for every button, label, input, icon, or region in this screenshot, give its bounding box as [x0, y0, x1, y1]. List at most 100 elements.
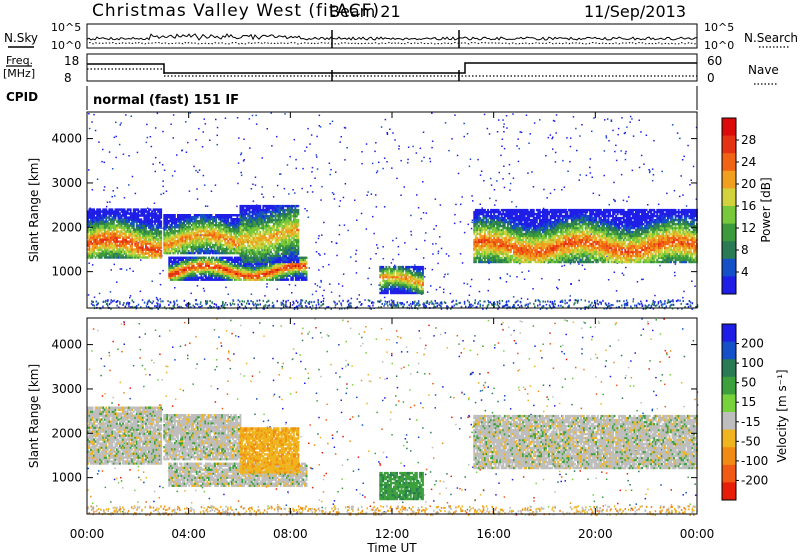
- ground-cell: [340, 302, 342, 305]
- scatter-cell: [160, 193, 162, 196]
- echo-cell: [149, 250, 152, 253]
- echo-cell: [201, 239, 204, 243]
- echo-cell: [117, 240, 120, 243]
- scatter-cell: [487, 289, 489, 292]
- echo-cell: [137, 256, 140, 259]
- scatter-cell: [638, 119, 640, 121]
- echo-cell: [132, 252, 135, 255]
- echo-cell: [94, 238, 97, 241]
- ground-cell: [231, 302, 234, 305]
- ground-cell: [218, 305, 220, 308]
- ground-cell: [506, 304, 509, 307]
- echo-cell: [196, 233, 199, 237]
- echo-cell: [204, 232, 207, 235]
- echo-cell: [145, 226, 147, 229]
- echo-cell: [170, 228, 173, 231]
- echo-cell: [177, 251, 179, 255]
- echo-cell: [141, 222, 144, 225]
- ground-cell: [295, 299, 298, 302]
- echo-cell: [146, 214, 149, 217]
- scatter-cell: [614, 200, 616, 203]
- echo-cell: [221, 251, 224, 255]
- echo-cell: [152, 212, 155, 215]
- echo-cell: [178, 216, 181, 219]
- echo-cell: [212, 230, 214, 233]
- echo-cell: [135, 208, 138, 211]
- echo-cell: [166, 222, 169, 225]
- echo-cell: [216, 245, 219, 249]
- echo-cell: [134, 242, 137, 245]
- scatter-cell: [122, 153, 125, 155]
- ground-cell: [205, 303, 207, 306]
- echo-cell: [192, 251, 195, 255]
- scatter-cell: [287, 299, 289, 302]
- echo-cell: [192, 241, 195, 245]
- echo-cell: [126, 246, 129, 249]
- scatter-cell: [343, 224, 346, 226]
- echo-cell: [190, 233, 193, 237]
- ground-cell: [334, 304, 337, 307]
- ground-cell: [243, 300, 245, 303]
- scatter-cell: [106, 201, 109, 203]
- echo-cell: [160, 242, 163, 245]
- scatter-cell: [429, 157, 431, 160]
- ground-cell: [574, 299, 576, 302]
- ground-cell: [368, 299, 371, 302]
- echo-cell: [212, 243, 214, 247]
- scatter-cell: [202, 174, 205, 177]
- ground-cell: [599, 301, 601, 304]
- echo-cell: [224, 214, 227, 217]
- echo-cell: [172, 222, 175, 225]
- echo-cell: [193, 235, 196, 239]
- scatter-cell: [251, 114, 254, 117]
- echo-cell: [189, 235, 192, 239]
- echo-cell: [216, 232, 219, 235]
- echo-cell: [173, 214, 176, 217]
- scatter-cell: [243, 159, 245, 161]
- echo-cell: [87, 244, 89, 247]
- echo-cell: [149, 254, 152, 257]
- echo-cell: [128, 228, 131, 231]
- scatter-cell: [328, 263, 330, 266]
- echo-cell: [215, 224, 217, 227]
- scatter-cell: [695, 198, 698, 200]
- ground-cell: [151, 302, 153, 305]
- echo-cell: [90, 236, 92, 239]
- echo-cell: [215, 239, 217, 243]
- ground-cell: [483, 300, 485, 303]
- scatter-cell: [503, 147, 506, 150]
- ground-cell: [414, 304, 416, 307]
- echo-cell: [125, 230, 127, 233]
- echo-cell: [145, 210, 147, 213]
- scatter-cell: [486, 127, 489, 130]
- echo-cell: [117, 214, 120, 217]
- echo-cell: [187, 216, 190, 219]
- scatter-cell: [292, 189, 294, 191]
- echo-cell: [154, 232, 156, 235]
- scatter-cell: [318, 125, 320, 127]
- echo-cell: [173, 220, 176, 223]
- echo-cell: [102, 208, 105, 211]
- echo-cell: [106, 228, 109, 231]
- scatter-cell: [309, 143, 311, 145]
- echo-cell: [141, 230, 144, 233]
- echo-cell: [181, 251, 184, 255]
- scatter-cell: [444, 273, 446, 276]
- ground-cell: [273, 306, 275, 309]
- echo-cell: [154, 248, 156, 251]
- echo-cell: [195, 216, 198, 219]
- ground-cell: [380, 299, 382, 302]
- echo-cell: [216, 216, 219, 219]
- echo-cell: [152, 252, 155, 255]
- echo-cell: [218, 222, 220, 225]
- echo-cell: [87, 254, 89, 257]
- echo-cell: [123, 242, 126, 245]
- scatter-cell: [470, 278, 473, 281]
- echo-cell: [148, 240, 150, 243]
- echo-cell: [145, 242, 147, 245]
- echo-cell: [97, 248, 100, 251]
- echo-cell: [109, 222, 112, 225]
- echo-cell: [137, 230, 140, 233]
- echo-cell: [93, 254, 95, 257]
- echo-cell: [209, 218, 211, 221]
